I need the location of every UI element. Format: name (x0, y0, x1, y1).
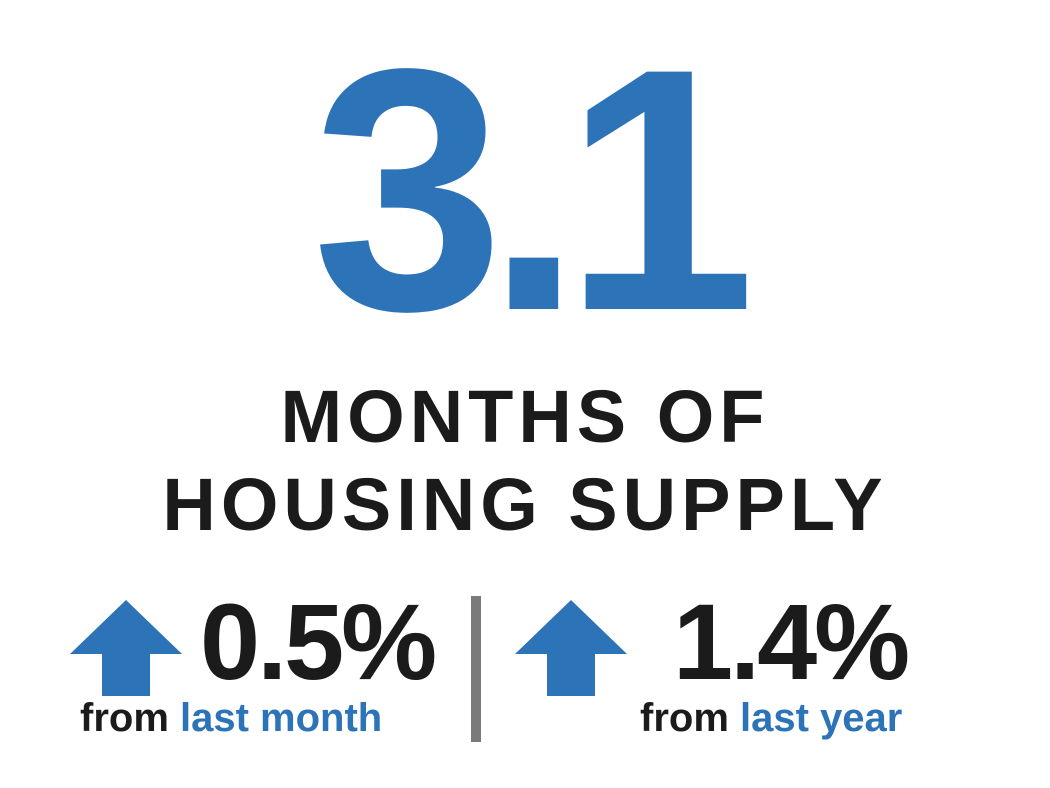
headline-line-1: MONTHS OF (280, 375, 770, 458)
monthly-caption-from: from (80, 696, 169, 740)
stat-yearly-change: 1.4% from last year (505, 588, 965, 742)
yearly-change-value: 1.4% (673, 581, 910, 702)
stat-monthly-change: 0.5% from last month (60, 588, 470, 742)
stat-divider (471, 596, 481, 742)
monthly-change-caption: from last month (80, 698, 382, 738)
yearly-caption-from: from (640, 696, 729, 740)
monthly-caption-period: last month (180, 696, 383, 740)
yearly-caption-period: last year (740, 696, 903, 740)
headline-line-2: HOUSING SUPPLY (162, 463, 888, 546)
arrow-up-icon (515, 600, 627, 696)
arrow-up-icon (70, 600, 182, 696)
headline-value: 3.1 (312, 0, 756, 383)
monthly-change-value: 0.5% (200, 581, 437, 702)
yearly-change-caption: from last year (640, 698, 902, 738)
